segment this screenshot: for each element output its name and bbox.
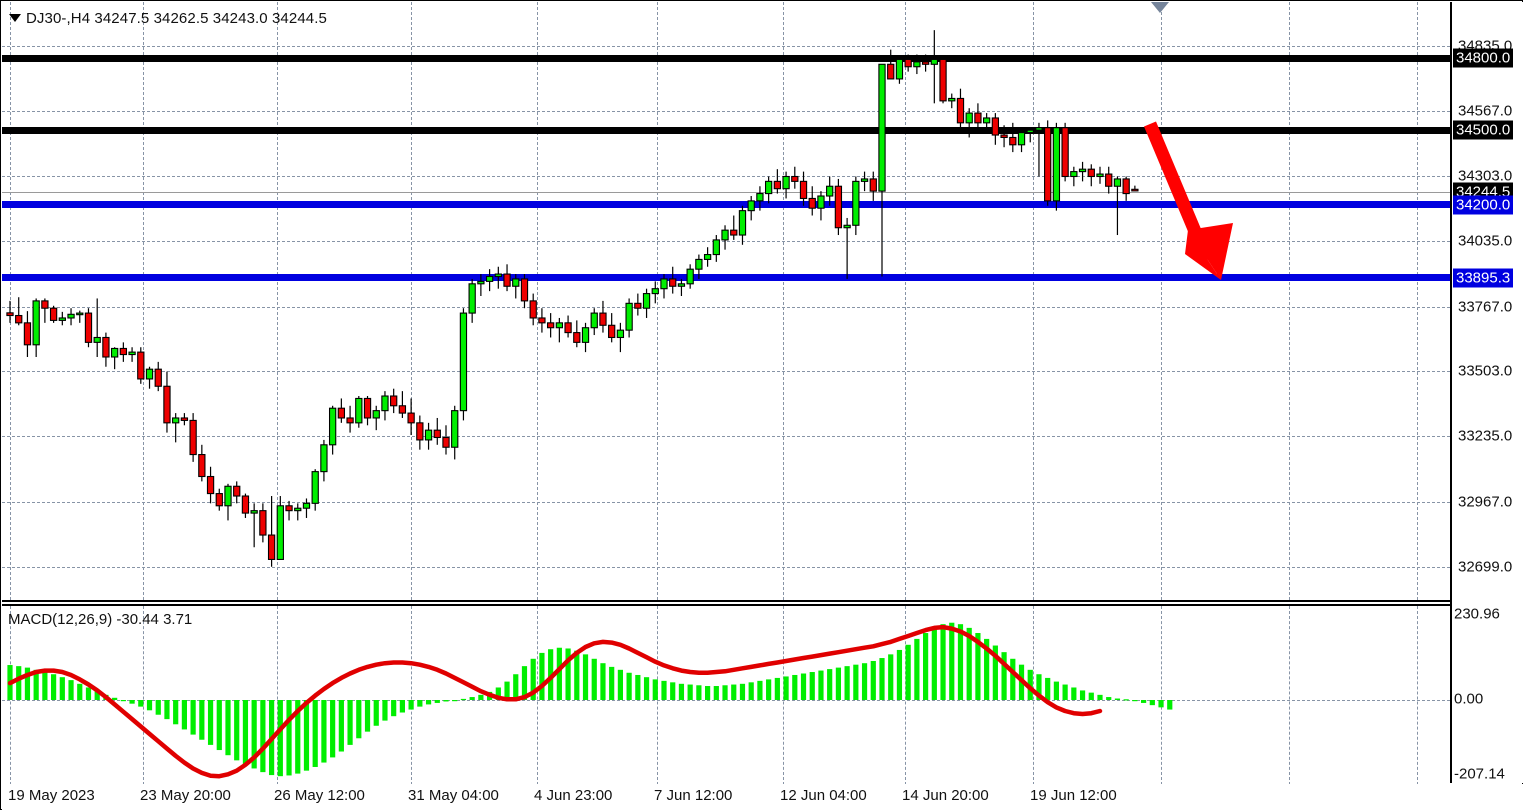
price-level-badge[interactable]: 34800.0 — [1453, 48, 1514, 68]
price-axis-tick: 32699.0 — [1458, 558, 1513, 576]
time-axis-tick: 19 Jun 12:00 — [1030, 787, 1117, 804]
gridline-v — [143, 2, 144, 600]
gridline-h — [2, 111, 1450, 113]
gridline-v — [905, 606, 906, 785]
time-axis-tick: 31 May 04:00 — [408, 787, 499, 804]
gridline-h — [2, 306, 1450, 308]
time-axis-tick: 19 May 2023 — [8, 787, 95, 804]
gridline-v — [1161, 2, 1162, 600]
price-level-badge[interactable]: 34200.0 — [1453, 195, 1514, 215]
price-level-badge[interactable]: 34500.0 — [1453, 120, 1514, 140]
gridline-v — [657, 606, 658, 785]
macd-axis-tick: -207.14 — [1454, 765, 1505, 783]
price-level-badge[interactable]: 33895.3 — [1453, 268, 1514, 288]
gridline-v — [783, 2, 784, 600]
price-axis-tick: 32967.0 — [1458, 493, 1513, 511]
macd-axis-tick: 0.00 — [1454, 690, 1484, 708]
time-axis-tick: 4 Jun 23:00 — [534, 787, 613, 804]
gridline-v — [411, 2, 412, 600]
price-axis-tick: 33235.0 — [1458, 427, 1513, 445]
time-axis[interactable]: 19 May 2023 23 May 20:00 26 May 12:00 31 Ma… — [2, 784, 1523, 810]
candlestick-series — [6, 30, 1139, 567]
price-axis-tick: 33767.0 — [1458, 298, 1513, 315]
time-axis-tick: 26 May 12:00 — [274, 787, 365, 804]
macd-zero-line — [2, 700, 1450, 701]
gridline-h — [2, 46, 1450, 47]
gridline-v — [411, 606, 412, 785]
level-line-last-price — [2, 192, 1450, 193]
gridline-v — [905, 2, 906, 600]
down-trend-arrow — [1144, 121, 1233, 280]
level-line-34500 — [2, 127, 1450, 134]
gridline-v — [277, 2, 278, 600]
time-axis-tick: 12 Jun 04:00 — [780, 787, 867, 804]
gridline-v — [1417, 606, 1418, 785]
price-axis-tick: 33503.0 — [1458, 362, 1513, 380]
gridline-h — [2, 501, 1450, 503]
gridline-v — [537, 606, 538, 785]
gridline-v — [537, 2, 538, 600]
price-axis[interactable]: 34835.0 34567.0 34303.0 34035.0 33767.0 33503… — [1452, 2, 1523, 783]
gridline-v — [1417, 2, 1418, 600]
price-axis-tick: 34567.0 — [1458, 102, 1513, 120]
price-axis-tick: 34035.0 — [1458, 232, 1513, 250]
gridline-v — [143, 606, 144, 785]
symbol-ohlc-label: DJ30-,H4 34247.5 34262.5 34243.0 34244.5 — [26, 10, 327, 27]
gridline-v — [1289, 606, 1290, 785]
gridline-v — [277, 606, 278, 785]
price-axis-tick: 34303.0 — [1458, 167, 1513, 185]
time-axis-tick: 7 Jun 12:00 — [654, 787, 733, 804]
gridline-v — [1161, 606, 1162, 785]
gridline-v — [1033, 2, 1034, 600]
gridline-h — [2, 567, 1450, 568]
gridline-v — [1033, 606, 1034, 785]
level-line-33895 — [2, 274, 1450, 281]
gridline-h — [2, 436, 1450, 438]
gridline-v — [1289, 2, 1290, 600]
gridline-h — [2, 241, 1450, 243]
gridline-v — [10, 606, 11, 785]
level-line-34800 — [2, 55, 1450, 62]
period-separator-marker — [1151, 2, 1169, 13]
macd-label: MACD(12,26,9) -30.44 3.71 — [8, 611, 193, 628]
gridline-v — [10, 2, 11, 600]
time-axis-tick: 14 Jun 20:00 — [902, 787, 989, 804]
gridline-v — [657, 2, 658, 600]
chevron-down-icon[interactable] — [9, 14, 21, 22]
gridline-v — [783, 606, 784, 785]
macd-series — [7, 622, 1173, 779]
pane-divider — [2, 600, 1450, 602]
gridline-h — [2, 370, 1450, 372]
macd-pane[interactable]: MACD(12,26,9) -30.44 3.71 — [2, 604, 1450, 786]
price-chart-pane[interactable]: DJ30-,H4 34247.5 34262.5 34243.0 34244.5 — [2, 2, 1450, 600]
macd-axis-tick: 230.96 — [1454, 605, 1500, 623]
time-axis-tick: 23 May 20:00 — [140, 787, 231, 804]
price-axis-divider — [1450, 2, 1452, 783]
level-line-34200 — [2, 201, 1450, 208]
gridline-h — [2, 175, 1450, 177]
